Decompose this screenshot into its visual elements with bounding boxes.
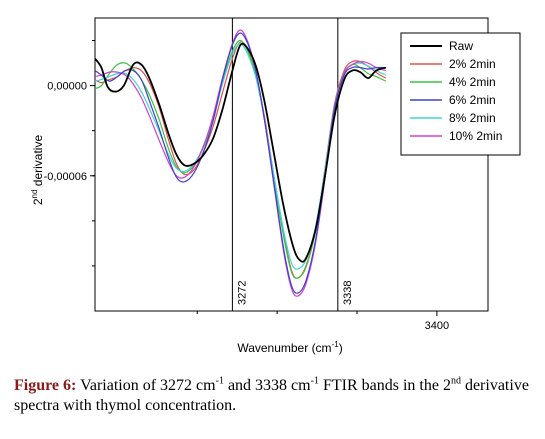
legend-entry: 10% 2min [449, 129, 502, 143]
marker-line-label: 3272 [236, 281, 248, 305]
x-axis-label: Wavenumber (cm-1) [237, 340, 342, 355]
x-axis-ticks: 3400 [196, 311, 449, 332]
caption-text-2: and 3338 cm [223, 377, 311, 394]
series-lines [95, 29, 387, 297]
legend-entry: 2% 2min [449, 57, 496, 71]
caption-text-3: FTIR bands in the 2 [318, 377, 451, 394]
y-tick-label: -0,00006 [44, 171, 87, 183]
legend-entry: Raw [449, 39, 473, 53]
series-line-2-2min [95, 41, 387, 279]
y-tick-label: 0,00000 [47, 81, 87, 93]
legend-entry: 4% 2min [449, 75, 496, 89]
x-tick-label: 3400 [425, 320, 449, 332]
ftir-derivative-chart: 0,00000 -0,00006 3400 3272 3338 Raw 2% 2min… [30, 17, 521, 355]
figure-caption: Figure 6: Variation of 3272 cm-1 and 333… [14, 376, 542, 416]
y-axis-label: 2nd derivative [30, 135, 45, 206]
y-axis-ticks: 0,00000 -0,00006 [44, 40, 95, 267]
caption-sup-1: -1 [215, 375, 224, 387]
caption-text-1: Variation of 3272 cm [80, 377, 216, 394]
marker-line-label: 3338 [342, 281, 354, 305]
marker-lines: 3272 3338 [231, 18, 354, 311]
legend-entry: 6% 2min [449, 93, 496, 107]
caption-text-4: derivative spectra with thymol concentra… [14, 377, 529, 414]
series-line-raw [95, 42, 387, 263]
legend-box [400, 32, 521, 156]
legend-entry: 8% 2min [449, 111, 496, 125]
caption-sup-2: -1 [310, 375, 319, 387]
caption-figure-label: Figure 6: [14, 377, 77, 394]
series-line-6-2min [95, 32, 386, 294]
caption-sup-3: nd [450, 375, 461, 387]
legend: Raw 2% 2min 4% 2min 6% 2min 8% 2min 10% 2min [400, 32, 521, 156]
